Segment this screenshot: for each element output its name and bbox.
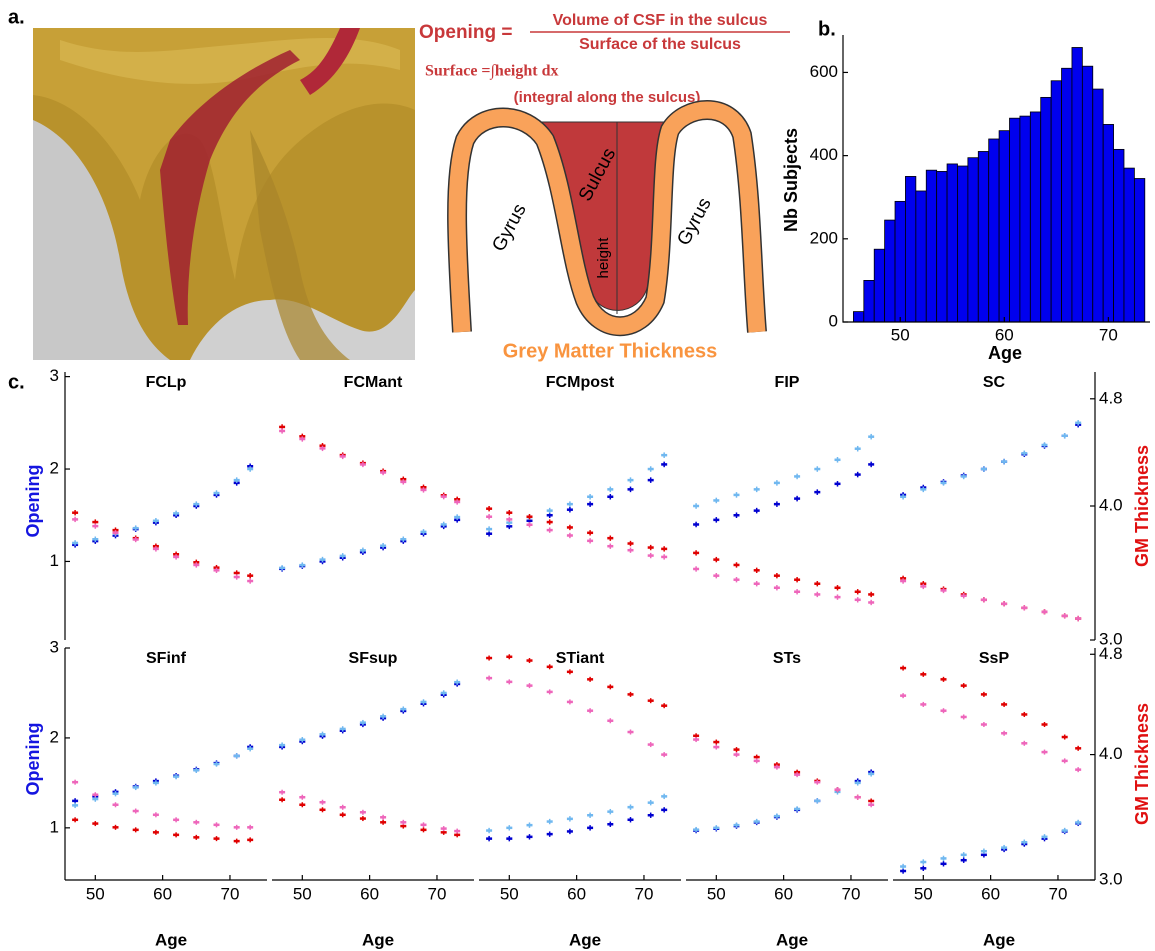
x-tick-label: 60 bbox=[567, 884, 586, 903]
chart-title: STs bbox=[773, 650, 801, 667]
bar bbox=[1134, 179, 1144, 323]
x-tick-label: 70 bbox=[428, 884, 447, 903]
chart-title: SFinf bbox=[146, 650, 187, 667]
panel-label: c. bbox=[8, 371, 25, 393]
y-axis-label: Nb Subjects bbox=[781, 128, 801, 232]
chart-title: FCMpost bbox=[546, 374, 615, 391]
bar bbox=[905, 176, 915, 322]
x-tick-label: 60 bbox=[995, 325, 1014, 344]
surface-formula: Surface =∫height dx bbox=[425, 63, 559, 81]
y-tick-label: 3 bbox=[50, 366, 59, 385]
x-tick-label: 50 bbox=[707, 884, 726, 903]
bar bbox=[885, 220, 895, 322]
y2-tick-label: 3.0 bbox=[1099, 869, 1123, 888]
bar bbox=[937, 171, 947, 322]
bar bbox=[999, 131, 1009, 322]
diagram-label: Gyrus bbox=[488, 200, 530, 255]
bar bbox=[1093, 89, 1103, 322]
y-tick-label: 200 bbox=[810, 228, 838, 247]
x-tick-label: 50 bbox=[86, 884, 105, 903]
y2-axis-label: GM Thickness bbox=[1132, 445, 1152, 567]
formula-numerator: Volume of CSF in the sulcus bbox=[553, 12, 768, 29]
bar bbox=[1062, 68, 1072, 322]
diagram-label: height bbox=[595, 237, 612, 279]
chart-title: FCMant bbox=[344, 374, 403, 391]
y2-tick-label: 4.8 bbox=[1099, 388, 1123, 407]
x-tick-label: 70 bbox=[635, 884, 654, 903]
y2-tick-label: 4.0 bbox=[1099, 744, 1123, 763]
chart-title: SFsup bbox=[349, 650, 398, 667]
x-tick-label: 50 bbox=[293, 884, 312, 903]
x-tick-label: 70 bbox=[842, 884, 861, 903]
y-tick-label: 3 bbox=[50, 637, 59, 656]
x-tick-label: 70 bbox=[1049, 884, 1068, 903]
bar bbox=[1103, 124, 1113, 322]
x-tick-label: 50 bbox=[891, 325, 910, 344]
bar bbox=[957, 166, 967, 322]
bar bbox=[989, 139, 999, 322]
y2-axis-label: GM Thickness bbox=[1132, 703, 1152, 825]
chart-title: FCLp bbox=[146, 374, 187, 391]
bar bbox=[1082, 66, 1092, 322]
bar bbox=[1072, 47, 1082, 322]
y-axis-label: Opening bbox=[23, 723, 43, 796]
x-tick-label: 60 bbox=[360, 884, 379, 903]
bar bbox=[1010, 118, 1020, 322]
panel-label: b. bbox=[818, 18, 836, 40]
y2-tick-label: 4.8 bbox=[1099, 644, 1123, 663]
surface-note: (integral along the sulcus) bbox=[514, 89, 701, 106]
bar bbox=[853, 312, 863, 322]
x-tick-label: 60 bbox=[153, 884, 172, 903]
figure: a. Opening = Volume of CSF in the sulcus… bbox=[0, 0, 1155, 951]
bar bbox=[926, 170, 936, 322]
x-tick-label: 50 bbox=[914, 884, 933, 903]
bar bbox=[1051, 81, 1061, 322]
panel-label: a. bbox=[8, 6, 25, 28]
chart-title: STiant bbox=[556, 650, 605, 667]
x-tick-label: 60 bbox=[774, 884, 793, 903]
bar bbox=[1114, 149, 1124, 322]
chart-title: SsP bbox=[979, 650, 1010, 667]
x-axis-label: Age bbox=[983, 930, 1015, 949]
bar bbox=[968, 158, 978, 322]
x-axis-label: Age bbox=[362, 930, 394, 949]
bar bbox=[1020, 116, 1030, 322]
bar bbox=[947, 164, 957, 322]
formula-lhs: Opening = bbox=[419, 22, 512, 43]
y-tick-label: 600 bbox=[810, 62, 838, 81]
page: {"panel_a": {"label": "a.", "formula_lhs… bbox=[0, 0, 1155, 951]
y-tick-label: 1 bbox=[50, 817, 59, 836]
chart-title: FIP bbox=[775, 374, 800, 391]
bar bbox=[1041, 97, 1051, 322]
x-tick-label: 60 bbox=[981, 884, 1000, 903]
diagram-label: Gyrus bbox=[673, 194, 715, 249]
y-tick-label: 2 bbox=[50, 459, 59, 478]
bar bbox=[864, 280, 874, 322]
y-tick-label: 0 bbox=[829, 311, 838, 330]
chart-title: SC bbox=[983, 374, 1006, 391]
y-tick-label: 1 bbox=[50, 551, 59, 570]
x-axis-label: Age bbox=[776, 930, 808, 949]
bar bbox=[916, 191, 926, 322]
x-tick-label: 70 bbox=[1099, 325, 1118, 344]
y2-tick-label: 4.0 bbox=[1099, 495, 1123, 514]
bar bbox=[978, 151, 988, 322]
x-axis-label: Age bbox=[155, 930, 187, 949]
brain-image bbox=[33, 28, 415, 360]
y-tick-label: 2 bbox=[50, 727, 59, 746]
bar bbox=[1030, 112, 1040, 322]
x-tick-label: 50 bbox=[500, 884, 519, 903]
thickness-label: Grey Matter Thickness bbox=[503, 340, 718, 362]
bar bbox=[874, 249, 884, 322]
x-tick-label: 70 bbox=[221, 884, 240, 903]
formula-denominator: Surface of the sulcus bbox=[579, 36, 741, 53]
y-axis-label: Opening bbox=[23, 465, 43, 538]
x-axis-label: Age bbox=[569, 930, 601, 949]
bar bbox=[895, 201, 905, 322]
y-tick-label: 400 bbox=[810, 145, 838, 164]
x-axis-label: Age bbox=[988, 343, 1022, 363]
bar bbox=[1124, 168, 1134, 322]
